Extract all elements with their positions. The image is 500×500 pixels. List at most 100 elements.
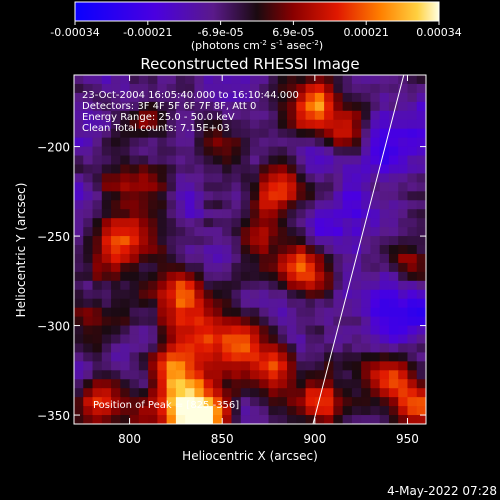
heatmap-cell xyxy=(259,128,270,139)
heatmap-cell xyxy=(268,155,279,166)
heatmap-cell xyxy=(268,83,279,94)
heatmap-cell xyxy=(361,280,372,291)
plot-frame xyxy=(73,74,427,425)
heatmap-cell xyxy=(296,316,307,327)
heatmap-cell xyxy=(361,200,372,210)
heatmap-cell xyxy=(74,83,84,94)
heatmap-cell xyxy=(92,83,103,94)
heatmap-cell xyxy=(379,236,390,246)
heatmap-cell xyxy=(92,325,103,336)
observation-info: 23-Oct-2004 16:05:40.000 to 16:10:44.000… xyxy=(82,90,299,134)
heatmap-cell xyxy=(259,209,270,219)
heatmap-cell xyxy=(194,406,205,416)
heatmap-cell xyxy=(194,75,205,85)
heatmap-cell xyxy=(83,191,94,201)
heatmap-cell xyxy=(259,227,270,237)
heatmap-cell xyxy=(194,119,205,130)
x-tick-label: 850 xyxy=(211,432,234,446)
heatmap-cell xyxy=(287,325,297,336)
heatmap-cell xyxy=(157,101,168,112)
heatmap-cell xyxy=(212,325,223,336)
heatmap-cell xyxy=(74,307,84,318)
heatmap-cell xyxy=(166,173,177,183)
heatmap-cell xyxy=(379,334,390,345)
heatmap-cell xyxy=(212,137,223,148)
heatmap-cell xyxy=(138,236,149,246)
heatmap-cell xyxy=(305,110,316,121)
heatmap-cell xyxy=(231,415,242,424)
heatmap-cell xyxy=(416,280,426,291)
heatmap-cell xyxy=(379,245,390,255)
heatmap-cell xyxy=(240,334,251,345)
heatmap-cell xyxy=(203,289,214,300)
heatmap-cell xyxy=(120,325,131,336)
heatmap-cell xyxy=(250,164,260,175)
heatmap-cell xyxy=(324,388,334,398)
heatmap-cell xyxy=(407,83,418,94)
heatmap-cell xyxy=(175,343,186,354)
heatmap-cell xyxy=(83,218,94,228)
heatmap-cell xyxy=(305,271,316,282)
heatmap-cell xyxy=(129,415,140,424)
heatmap-cell xyxy=(83,110,94,121)
heatmap-cell xyxy=(83,173,94,183)
heatmap-cell xyxy=(120,280,131,291)
heatmap-cell xyxy=(157,164,168,175)
heatmap-cell xyxy=(416,253,426,264)
heatmap-cell xyxy=(83,75,94,85)
heatmap-cell xyxy=(101,75,112,85)
heatmap-cell xyxy=(157,361,168,371)
heatmap-cell xyxy=(296,155,307,166)
heatmap-cell xyxy=(259,361,270,371)
heatmap-cell xyxy=(166,155,177,166)
heatmap-cell xyxy=(212,316,223,327)
heatmap-cell xyxy=(324,191,334,201)
heatmap-cell xyxy=(351,271,362,282)
heatmap-cell xyxy=(398,343,409,354)
heatmap-cell xyxy=(222,92,233,103)
colorbar-tick-label: -0.00034 xyxy=(50,26,99,39)
heatmap-cell xyxy=(259,110,270,121)
heatmap-cell xyxy=(240,182,251,192)
heatmap-cell xyxy=(361,119,372,130)
heatmap-cell xyxy=(111,209,121,219)
heatmap-cell xyxy=(268,92,279,103)
heatmap-cell xyxy=(268,200,279,210)
heatmap-cell xyxy=(398,253,409,264)
heatmap-cell xyxy=(305,245,316,255)
heatmap-cell xyxy=(333,137,344,148)
heatmap-cell xyxy=(416,110,426,121)
heatmap-cell xyxy=(296,200,307,210)
heatmap-cell xyxy=(388,325,399,336)
heatmap-cell xyxy=(203,280,214,291)
heatmap-cell xyxy=(277,173,288,183)
heatmap-cell xyxy=(388,334,399,345)
heatmap-cell xyxy=(370,271,381,282)
heatmap-cell xyxy=(240,289,251,300)
heatmap-cell xyxy=(166,343,177,354)
heatmap-cell xyxy=(203,101,214,112)
heatmap-cell xyxy=(166,164,177,175)
heatmap-cell xyxy=(138,137,149,148)
heatmap-cell xyxy=(231,119,242,130)
heatmap-cell xyxy=(407,128,418,139)
heatmap-cell xyxy=(212,343,223,354)
heatmap-cell xyxy=(129,262,140,273)
heatmap-cell xyxy=(351,137,362,148)
heatmap-cell xyxy=(157,352,168,362)
heatmap-cell xyxy=(314,200,325,210)
heatmap-cell xyxy=(175,379,186,389)
heatmap-cell xyxy=(240,209,251,219)
heatmap-cell xyxy=(129,227,140,237)
heatmap-cell xyxy=(398,388,409,398)
heatmap-cell xyxy=(370,75,381,85)
heatmap-cell xyxy=(305,119,316,130)
heatmap-cell xyxy=(305,92,316,103)
heatmap-cell xyxy=(305,128,316,139)
heatmap-cell xyxy=(277,200,288,210)
heatmap-cell xyxy=(259,146,270,157)
heatmap-cell xyxy=(212,110,223,121)
heatmap-cell xyxy=(407,262,418,273)
heatmap-cell xyxy=(185,406,196,416)
heatmap-cell xyxy=(407,200,418,210)
